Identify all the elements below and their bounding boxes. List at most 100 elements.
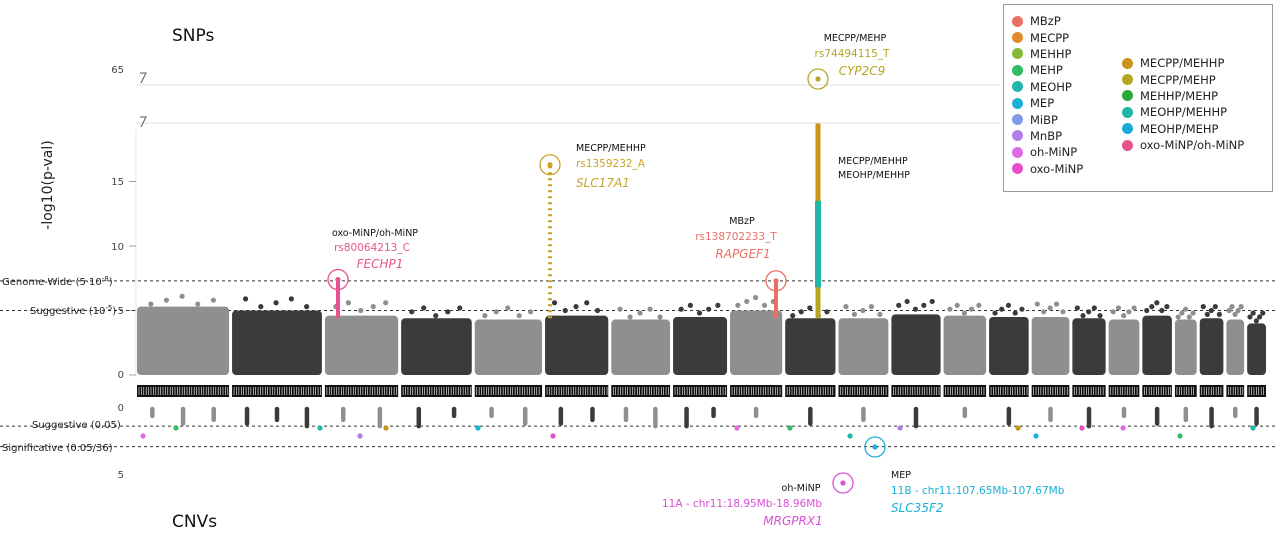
snp-point — [1247, 314, 1253, 320]
cnv-significative-label: Significative (0.05/36) — [2, 443, 113, 454]
cnv-dot — [550, 433, 556, 439]
hit2-trait: MECPP/MEHHP — [576, 143, 646, 154]
legend-swatch — [1012, 97, 1023, 109]
snp-point — [896, 302, 902, 308]
chromosome-17-band — [1108, 385, 1140, 397]
legend-label: MEOHP/MEHP — [1140, 121, 1219, 136]
chromosome-2-block — [232, 310, 322, 375]
snp-point — [678, 306, 684, 312]
chromosome-8-block — [673, 316, 728, 375]
chromosome-5-band — [474, 385, 543, 397]
snp-point — [860, 307, 866, 314]
snp-point — [1091, 305, 1097, 311]
chromosome-8-band — [673, 385, 728, 397]
snp-point — [304, 304, 310, 310]
cnv-dot — [847, 433, 853, 439]
y-tick-5: 5 — [118, 306, 124, 317]
snp-point — [1164, 304, 1170, 310]
snp-point — [505, 305, 511, 311]
snp-point — [1080, 313, 1086, 319]
legend: MBzP MECPP MEHHP MEHP MEOHP MEP MiBP MnBP oh-MiN… — [1003, 4, 1273, 192]
cnv-hit2-trait: MEP — [891, 470, 911, 481]
suggestive-label: Suggestive (10-5) — [30, 304, 116, 317]
cnv-hit2-region: 11B - chr11:107.65Mb-107.67Mb — [891, 485, 1065, 497]
snp-point — [584, 300, 590, 306]
snp-point — [242, 296, 249, 302]
snp-point — [1190, 310, 1196, 316]
chromosome-10-block — [785, 318, 836, 375]
snp-point — [1034, 301, 1040, 307]
snp-point — [696, 310, 703, 316]
legend-column-1: MBzP MECPP MEHHP MEHP MEOHP MEP MiBP MnBP oh-MiN… — [1012, 13, 1083, 177]
cnv-dot — [383, 425, 389, 431]
chromosome-18-block — [1142, 315, 1172, 375]
cnv-dot — [475, 425, 481, 431]
chromosome-3-block — [324, 315, 399, 375]
snp-point — [1208, 307, 1214, 314]
snp-point — [807, 305, 813, 311]
y-tick-15: 15 — [111, 177, 124, 188]
legend-label: MEHP — [1030, 63, 1063, 78]
snp-point — [493, 309, 499, 315]
genome-wide-label: Genome-Wide (5·10-8) — [2, 275, 113, 288]
snp-point — [1053, 301, 1060, 307]
snp-point — [824, 309, 830, 315]
axis-break-mark-upper — [140, 72, 147, 84]
hit-1-ring — [327, 268, 349, 291]
hit1-gene: FECHP1 — [357, 257, 404, 271]
snp-point — [627, 314, 633, 320]
y-tick-break: 65 — [111, 65, 124, 76]
legend-label: MBzP — [1030, 14, 1061, 29]
snp-point — [1144, 307, 1150, 314]
snp-point — [657, 314, 663, 320]
snp-point — [1159, 307, 1165, 314]
snp-point — [433, 313, 439, 319]
legend-item: oh-MiNP — [1012, 144, 1083, 160]
chromosome-11-block — [838, 318, 889, 375]
legend-label: oxo-MiNP — [1030, 161, 1084, 176]
legend-swatch — [1122, 123, 1133, 135]
snp-point — [744, 298, 750, 305]
snp-point — [752, 295, 759, 301]
y-axis-label: -log10(p-val) — [40, 140, 56, 229]
cnv-y-tick-5: 5 — [118, 470, 124, 481]
legend-item: MEOHP/MEHHP — [1122, 104, 1244, 120]
snp-point — [358, 307, 364, 314]
snp-point — [999, 306, 1005, 312]
snp-point — [383, 300, 389, 306]
legend-swatch — [1012, 15, 1023, 27]
snp-point — [1260, 310, 1266, 316]
hit1-snp: rs80064213_C — [334, 242, 410, 254]
cnv-hit1-gene: MRGPRX1 — [763, 514, 822, 528]
snp-point — [1126, 309, 1132, 315]
snp-point — [647, 306, 653, 312]
hit3-gene: RAPGEF1 — [715, 247, 770, 261]
side-label-1: MECPP/MEHHP — [838, 156, 908, 167]
hit4-snp: rs74494115_T — [815, 48, 890, 60]
cnv-hit-1-dot — [840, 480, 846, 486]
snp-point — [1226, 307, 1232, 314]
chromosome-16-block — [1072, 318, 1106, 375]
legend-label: MnBP — [1030, 128, 1063, 143]
cnv-hit-1-ring — [832, 472, 854, 494]
snp-point — [1019, 306, 1025, 312]
cnv-hit-2-ring — [864, 436, 886, 458]
snp-point — [761, 302, 768, 308]
snp-point — [516, 313, 522, 319]
snp-point — [706, 306, 712, 312]
chromosome-7-band — [611, 385, 671, 397]
legend-swatch — [1012, 48, 1023, 60]
snp-point — [851, 311, 858, 317]
legend-item: MEHHP — [1012, 46, 1083, 62]
legend-item: MEOHP/MEHP — [1122, 121, 1244, 137]
snp-point — [947, 306, 953, 312]
chromosome-5-block — [474, 319, 543, 375]
snp-point — [1131, 305, 1137, 311]
cnv-dot — [1015, 425, 1021, 431]
snp-point — [1238, 304, 1244, 310]
hit3-trait: MBzP — [729, 216, 755, 227]
cnv-dot — [173, 425, 179, 431]
snp-point — [1256, 314, 1263, 320]
cnv-dot — [357, 433, 363, 439]
snp-point — [1250, 310, 1256, 316]
